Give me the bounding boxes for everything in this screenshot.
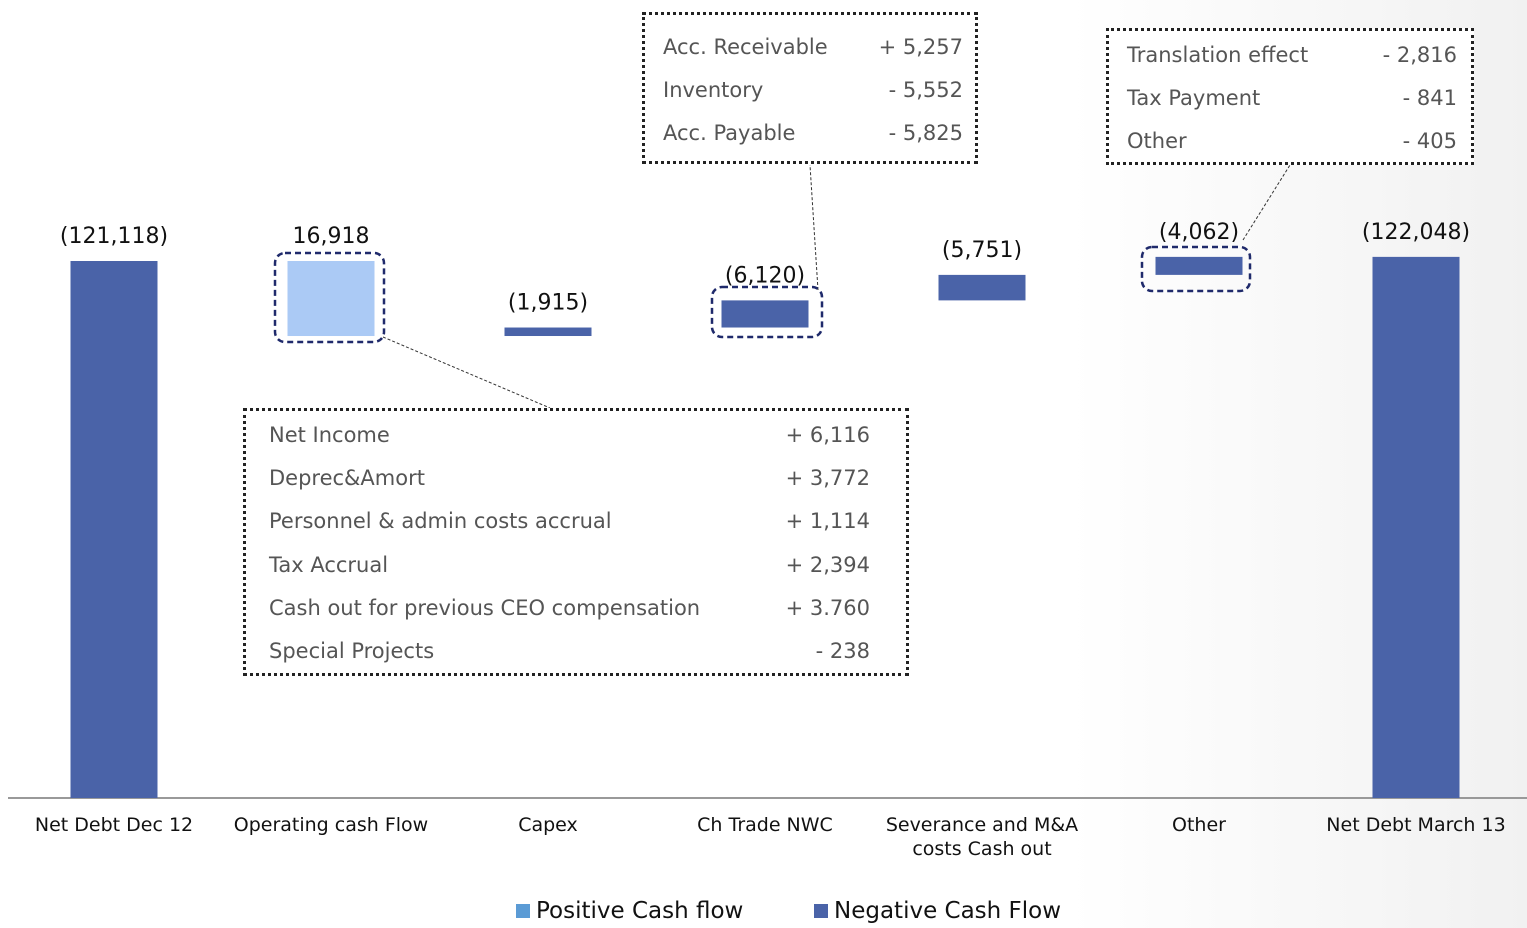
callout-row: Deprec&Amort + 3,772 [246, 466, 906, 490]
callout-label: Translation effect [1127, 43, 1309, 67]
callout-label: Special Projects [269, 639, 435, 663]
callout-row: Translation effect - 2,816 [1109, 43, 1471, 67]
callout-value: + 1,114 [785, 509, 870, 534]
callout-value: - 2,816 [1382, 43, 1457, 67]
x-tick-label: Operating cash Flow [233, 814, 429, 836]
leader-line [382, 336, 551, 409]
callout-label: Inventory [663, 78, 764, 102]
bar [721, 300, 809, 328]
callout-label: Deprec&Amort [269, 466, 425, 491]
callout-box: Acc. Receivable + 5,257 Inventory - 5,552 Ac… [642, 12, 978, 164]
x-tick-label: Ch Trade NWC [697, 814, 833, 836]
callout-value: + 2,394 [785, 552, 870, 577]
leader-line [1242, 164, 1291, 241]
data-label: (5,751) [942, 238, 1022, 263]
callout-row: Cash out for previous CEO compensation + … [246, 596, 906, 620]
callout-value: - 405 [1402, 129, 1457, 153]
callout-label: Acc. Payable [663, 121, 796, 145]
data-label: (6,120) [725, 263, 805, 288]
x-tick-label: Other [1172, 814, 1226, 836]
callout-row: Tax Accrual + 2,394 [246, 553, 906, 577]
highlight-box [710, 285, 824, 339]
callout-value: + 6,116 [785, 423, 870, 447]
callout-value: - 238 [815, 639, 870, 663]
callout-value: - 5,825 [888, 121, 963, 145]
callout-row: Tax Payment - 841 [1109, 86, 1471, 110]
leader-line [809, 164, 819, 291]
x-tick-label: Severance and M&A costs Cash out [885, 814, 1079, 860]
callout-row: Special Projects - 238 [246, 639, 906, 663]
bar [1372, 256, 1460, 798]
highlight-box [273, 251, 386, 344]
callout-row: Acc. Receivable + 5,257 [645, 35, 975, 59]
bar [504, 327, 592, 337]
callout-label: Personnel & admin costs accrual [269, 509, 612, 534]
callout-value: + 3,772 [785, 466, 870, 491]
legend-label: Positive Cash flow [536, 898, 744, 924]
bar [938, 274, 1026, 301]
x-tick-label: Capex [518, 814, 578, 836]
callout-row: Other - 405 [1109, 129, 1471, 153]
legend-item: Positive Cash flow [516, 898, 743, 924]
callout-label: Tax Accrual [269, 552, 389, 577]
callout-row: Net Income + 6,116 [246, 423, 906, 447]
highlight-box [1140, 245, 1252, 293]
x-tick-label: Net Debt March 13 [1326, 814, 1506, 836]
callout-row: Inventory - 5,552 [645, 78, 975, 102]
data-label: (122,048) [1362, 220, 1470, 245]
callout-box: Translation effect - 2,816 Tax Payment - 84… [1106, 28, 1474, 165]
x-tick-label: Net Debt Dec 12 [34, 814, 194, 836]
bar [1155, 256, 1243, 275]
callout-label: Tax Payment [1127, 86, 1261, 110]
callout-row: Personnel & admin costs accrual + 1,114 [246, 509, 906, 533]
legend-item: Negative Cash Flow [814, 898, 1061, 924]
callout-row: Acc. Payable - 5,825 [645, 121, 975, 145]
bar [70, 261, 158, 798]
legend-label: Negative Cash Flow [834, 898, 1062, 924]
data-label: (4,062) [1159, 220, 1239, 245]
data-label: (1,915) [508, 291, 588, 316]
bar [287, 261, 375, 337]
data-label: (121,118) [60, 224, 168, 249]
legend-swatch [516, 904, 530, 918]
callout-value: - 841 [1402, 86, 1457, 110]
bars: (121,118) 16,918 (1,915) (6,120) (5,751) (4,0… [60, 220, 1470, 798]
callout-value: - 5,552 [888, 78, 963, 102]
callout-box: Net Income + 6,116 Deprec&Amort + 3,772 Pers… [243, 408, 909, 676]
callout-label: Acc. Receivable [663, 35, 828, 59]
data-label: 16,918 [293, 224, 370, 249]
callout-label: Net Income [269, 423, 390, 447]
callout-value: + 3.760 [785, 595, 870, 620]
callout-value: + 5,257 [878, 35, 963, 59]
callout-label: Other [1127, 129, 1187, 153]
callout-label: Cash out for previous CEO compensation [269, 595, 701, 620]
legend-swatch [814, 904, 828, 918]
